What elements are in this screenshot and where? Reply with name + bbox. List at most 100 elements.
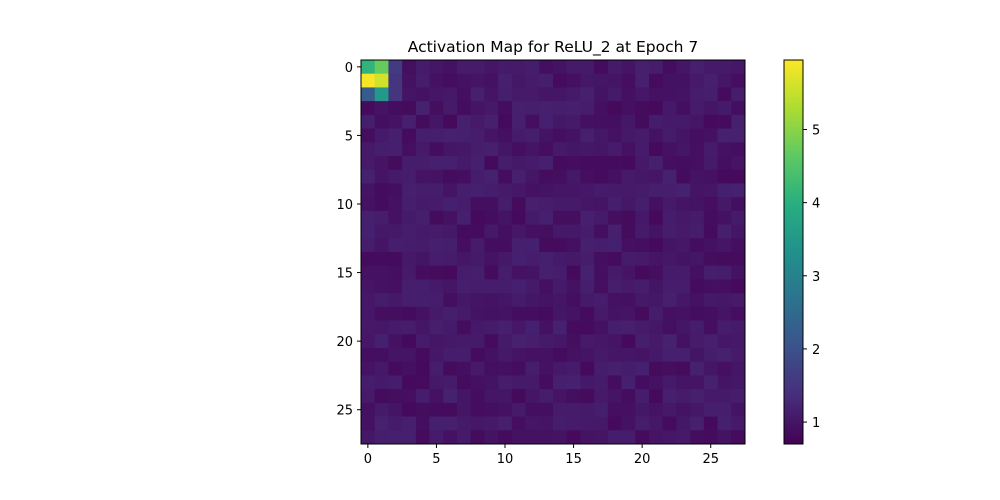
heatmap-cell bbox=[717, 169, 732, 184]
heatmap-cell bbox=[443, 210, 458, 225]
heatmap-cell bbox=[374, 252, 389, 267]
heatmap-cell bbox=[484, 279, 499, 294]
heatmap-cell bbox=[470, 87, 485, 102]
heatmap-cell bbox=[717, 87, 732, 102]
heatmap-cell bbox=[607, 416, 622, 431]
heatmap-cell bbox=[361, 416, 376, 431]
heatmap-cell bbox=[470, 114, 485, 129]
colorbar-tick-label: 2 bbox=[812, 343, 820, 358]
heatmap-cell bbox=[566, 375, 581, 390]
heatmap-cell bbox=[703, 87, 718, 102]
heatmap-cell bbox=[443, 169, 458, 184]
heatmap-cell bbox=[443, 224, 458, 239]
x-tick-label: 15 bbox=[565, 452, 582, 467]
heatmap-cell bbox=[415, 224, 430, 239]
heatmap-cell bbox=[361, 279, 376, 294]
heatmap-cell bbox=[470, 361, 485, 376]
heatmap-cell bbox=[511, 224, 526, 239]
heatmap-cell bbox=[429, 265, 444, 280]
y-tick-label: 25 bbox=[336, 404, 353, 419]
heatmap-cell bbox=[566, 402, 581, 417]
heatmap-cell bbox=[361, 183, 376, 198]
heatmap-cell bbox=[457, 197, 472, 212]
heatmap-cell bbox=[690, 279, 705, 294]
heatmap-cell bbox=[498, 197, 513, 212]
heatmap-cell bbox=[443, 320, 458, 335]
heatmap-cell bbox=[470, 197, 485, 212]
heatmap-cell bbox=[539, 265, 554, 280]
heatmap-cell bbox=[443, 156, 458, 171]
heatmap-cell bbox=[649, 279, 664, 294]
heatmap-cell bbox=[580, 210, 595, 225]
heatmap-cell bbox=[662, 361, 677, 376]
heatmap-cell bbox=[731, 348, 746, 363]
heatmap-cell bbox=[429, 114, 444, 129]
heatmap-cell bbox=[635, 293, 650, 308]
heatmap-cell bbox=[676, 183, 691, 198]
heatmap-cell bbox=[717, 348, 732, 363]
heatmap-cell bbox=[621, 156, 636, 171]
heatmap-cell bbox=[525, 60, 540, 75]
heatmap-cell bbox=[717, 252, 732, 267]
heatmap-cell bbox=[594, 197, 609, 212]
heatmap-cell bbox=[361, 375, 376, 390]
heatmap-cell bbox=[662, 114, 677, 129]
heatmap-cell bbox=[457, 306, 472, 321]
heatmap-cell bbox=[511, 101, 526, 116]
heatmap-cell bbox=[594, 416, 609, 431]
heatmap-cell bbox=[607, 334, 622, 349]
heatmap-cell bbox=[731, 389, 746, 404]
heatmap-cell bbox=[539, 279, 554, 294]
heatmap-cell bbox=[402, 114, 417, 129]
heatmap-cell bbox=[498, 101, 513, 116]
heatmap-cell bbox=[402, 60, 417, 75]
heatmap-cell bbox=[580, 183, 595, 198]
heatmap-cell bbox=[402, 348, 417, 363]
heatmap-cell bbox=[443, 128, 458, 143]
heatmap-cell bbox=[594, 306, 609, 321]
heatmap-cell bbox=[662, 320, 677, 335]
heatmap-cell bbox=[484, 416, 499, 431]
heatmap-cell bbox=[717, 238, 732, 253]
heatmap-cell bbox=[607, 402, 622, 417]
heatmap-cell bbox=[607, 252, 622, 267]
heatmap-cell bbox=[607, 389, 622, 404]
heatmap-cell bbox=[457, 320, 472, 335]
heatmap-cell bbox=[511, 238, 526, 253]
heatmap-cell bbox=[717, 265, 732, 280]
heatmap-cell bbox=[470, 60, 485, 75]
heatmap-cell bbox=[498, 375, 513, 390]
heatmap-cell bbox=[731, 169, 746, 184]
heatmap-cell bbox=[580, 252, 595, 267]
heatmap-cell bbox=[717, 183, 732, 198]
heatmap-cell bbox=[402, 389, 417, 404]
heatmap-cell bbox=[443, 142, 458, 157]
heatmap-cell bbox=[607, 169, 622, 184]
heatmap-cell bbox=[498, 265, 513, 280]
heatmap-cell bbox=[731, 375, 746, 390]
heatmap-cell bbox=[484, 238, 499, 253]
y-tick-label: 15 bbox=[336, 267, 353, 282]
heatmap-cell bbox=[539, 334, 554, 349]
heatmap-cell bbox=[731, 156, 746, 171]
heatmap-cell bbox=[703, 402, 718, 417]
heatmap-cell bbox=[498, 169, 513, 184]
heatmap-cell bbox=[662, 402, 677, 417]
heatmap-cell bbox=[361, 348, 376, 363]
heatmap-cell bbox=[470, 430, 485, 445]
heatmap-cell bbox=[388, 60, 403, 75]
heatmap-cell bbox=[374, 293, 389, 308]
heatmap-cell bbox=[553, 430, 568, 445]
heatmap-cell bbox=[731, 293, 746, 308]
heatmap-cell bbox=[594, 142, 609, 157]
heatmap-cell bbox=[525, 128, 540, 143]
heatmap-cell bbox=[703, 114, 718, 129]
heatmap-cell bbox=[594, 402, 609, 417]
heatmap-cell bbox=[415, 320, 430, 335]
heatmap-cell bbox=[690, 389, 705, 404]
heatmap-cell bbox=[607, 320, 622, 335]
heatmap-cell bbox=[374, 169, 389, 184]
heatmap-cell bbox=[566, 348, 581, 363]
heatmap-cell bbox=[553, 183, 568, 198]
heatmap-cell bbox=[525, 87, 540, 102]
